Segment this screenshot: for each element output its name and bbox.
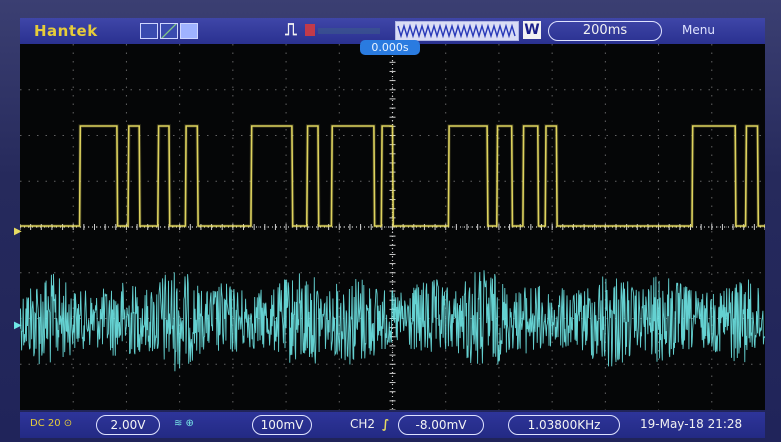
brand-logo: Hantek <box>34 22 98 40</box>
memory-waveform-icon <box>397 23 516 39</box>
trigger-status-indicator <box>305 24 315 36</box>
top-status-bar: Hantek ⎍ W 200ms Menu <box>20 18 765 44</box>
memory-waveform-overview[interactable] <box>395 21 519 41</box>
trigger-level[interactable]: -8.00mV <box>398 415 484 435</box>
datetime-readout: 19-May-18 21:28 <box>640 417 743 431</box>
menu-button[interactable]: Menu <box>682 23 715 37</box>
frequency-readout: 1.03800KHz <box>508 415 620 435</box>
persist-mode-icon[interactable] <box>180 23 198 39</box>
trigger-position-readout[interactable]: 0.000s <box>360 40 420 55</box>
memory-window-marker: W <box>523 21 541 39</box>
ch2-coupling-icons: ≋ ⊕ <box>174 418 194 429</box>
display-mode-icons <box>140 23 198 39</box>
ch1-ground-marker[interactable]: ▶ <box>14 226 22 237</box>
ch1-coupling-icons: DC 20 ⊙ <box>30 418 73 429</box>
ch1-trace <box>20 125 765 227</box>
trigger-edge-icon: ∫ <box>382 417 390 431</box>
trigger-pulse-icon: ⎍ <box>285 20 297 40</box>
bottom-status-bar: DC 20 ⊙ 2.00V ≋ ⊕ 100mV CH2 ∫ -8.00mV 1.… <box>20 412 765 438</box>
ch2-ground-marker[interactable]: ▶ <box>14 320 22 331</box>
ch1-trace-glow <box>20 124 765 228</box>
ch2-trace <box>20 270 765 372</box>
waveform-mode-icon[interactable] <box>140 23 158 39</box>
ch2-volts-div[interactable]: 100mV <box>252 415 312 435</box>
waveform-plot <box>20 44 765 410</box>
timebase-readout[interactable]: 200ms <box>548 21 662 41</box>
trigger-source: CH2 <box>350 417 376 431</box>
acquisition-status-band <box>318 28 380 34</box>
vector-mode-icon[interactable] <box>160 23 178 39</box>
waveform-display: 0.000s <box>20 40 765 410</box>
ch1-volts-div[interactable]: 2.00V <box>96 415 160 435</box>
